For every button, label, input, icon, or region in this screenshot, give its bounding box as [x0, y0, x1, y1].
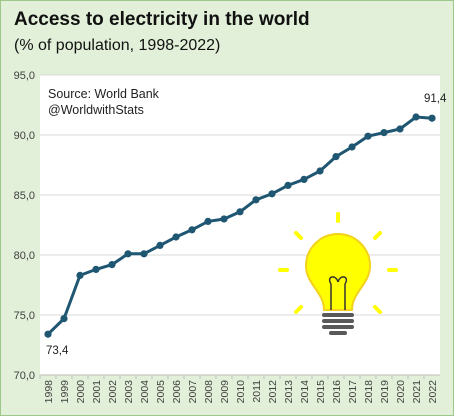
data-point: [364, 132, 372, 140]
light-ray: [373, 231, 382, 240]
data-point: [396, 125, 404, 133]
x-tick-label: 2019: [379, 380, 391, 404]
bulb-base-ring: [322, 319, 354, 323]
x-tick-label: 2018: [363, 380, 375, 404]
bulb-base-ring: [322, 313, 354, 317]
data-point: [252, 196, 260, 204]
x-tick-label: 2003: [123, 380, 135, 404]
x-tick-label: 2007: [187, 380, 199, 404]
x-tick-label: 2014: [299, 380, 311, 404]
data-point: [108, 261, 116, 269]
bulb-base-ring: [329, 331, 347, 335]
bulb-base-ring: [322, 325, 354, 329]
x-tick-label: 2021: [411, 380, 423, 404]
x-tick-label: 2012: [267, 380, 279, 404]
chart-title: Access to electricity in the world: [14, 9, 310, 30]
data-point: [268, 190, 276, 198]
chart-subtitle: (% of population, 1998-2022): [14, 37, 221, 54]
x-tick-label: 2001: [91, 380, 103, 404]
light-ray: [294, 305, 303, 314]
data-point: [332, 153, 340, 161]
data-point: [188, 226, 196, 234]
plot-area: [40, 75, 440, 375]
data-point: [156, 241, 164, 249]
x-tick-label: 2004: [139, 380, 151, 404]
data-point: [380, 129, 388, 137]
x-tick-label: 2013: [283, 380, 295, 404]
y-tick-label: 75,0: [14, 310, 35, 322]
data-point: [284, 181, 292, 189]
data-point: [428, 114, 436, 122]
bulb-glass: [304, 233, 372, 311]
y-tick-label: 85,0: [14, 190, 35, 202]
y-tick-label: 95,0: [14, 70, 35, 82]
x-tick-label: 2002: [107, 380, 119, 404]
data-point: [140, 250, 148, 258]
x-tick-label: 2015: [315, 380, 327, 404]
data-point: [236, 208, 244, 216]
x-tick-label: 2008: [203, 380, 215, 404]
data-point: [220, 215, 228, 223]
data-point: [124, 250, 132, 258]
x-tick-label: 2009: [219, 380, 231, 404]
x-tick-label: 2006: [171, 380, 183, 404]
data-point: [300, 175, 308, 183]
source-annotation: Source: World Bank: [48, 87, 160, 101]
data-labels: 73,4 91,4: [46, 93, 447, 357]
y-tick-label: 90,0: [14, 130, 35, 142]
x-tick-label: 2017: [347, 380, 359, 404]
x-tick-label: 2000: [75, 380, 87, 404]
light-ray: [373, 305, 382, 314]
y-tick-label: 70,0: [14, 370, 35, 382]
x-tick-label: 2022: [427, 380, 439, 404]
x-tick-label: 2010: [235, 380, 247, 404]
x-tick-label: 1999: [59, 380, 71, 404]
data-point: [348, 143, 356, 151]
handle-annotation: @WorldwithStats: [48, 103, 144, 117]
y-axis-ticks: 70,0 75,0 80,0 85,0 90,0 95,0: [14, 70, 35, 382]
x-tick-label: 2020: [395, 380, 407, 404]
data-point: [76, 271, 84, 279]
x-tick-label: 2011: [251, 380, 263, 403]
light-ray: [294, 231, 303, 240]
data-points: [44, 113, 436, 338]
data-point: [204, 217, 212, 225]
data-label: 91,4: [424, 93, 447, 105]
data-point: [60, 315, 68, 323]
data-point: [92, 265, 100, 273]
y-tick-label: 80,0: [14, 250, 35, 262]
data-point: [412, 113, 420, 121]
data-point: [44, 330, 52, 338]
data-point: [316, 167, 324, 175]
x-tick-label: 2016: [331, 380, 343, 404]
x-tick-label: 1998: [43, 380, 55, 404]
data-label: 73,4: [46, 345, 69, 357]
x-tick-label: 2005: [155, 380, 167, 404]
gridlines: [40, 74, 440, 376]
lightbulb-icon: [278, 212, 398, 335]
bulb-filament: [328, 276, 348, 310]
x-axis-ticks: 1998 1999 2000 2001 2002 2003 2004 2005 2006 2007…: [39, 375, 439, 404]
data-point: [172, 233, 180, 241]
